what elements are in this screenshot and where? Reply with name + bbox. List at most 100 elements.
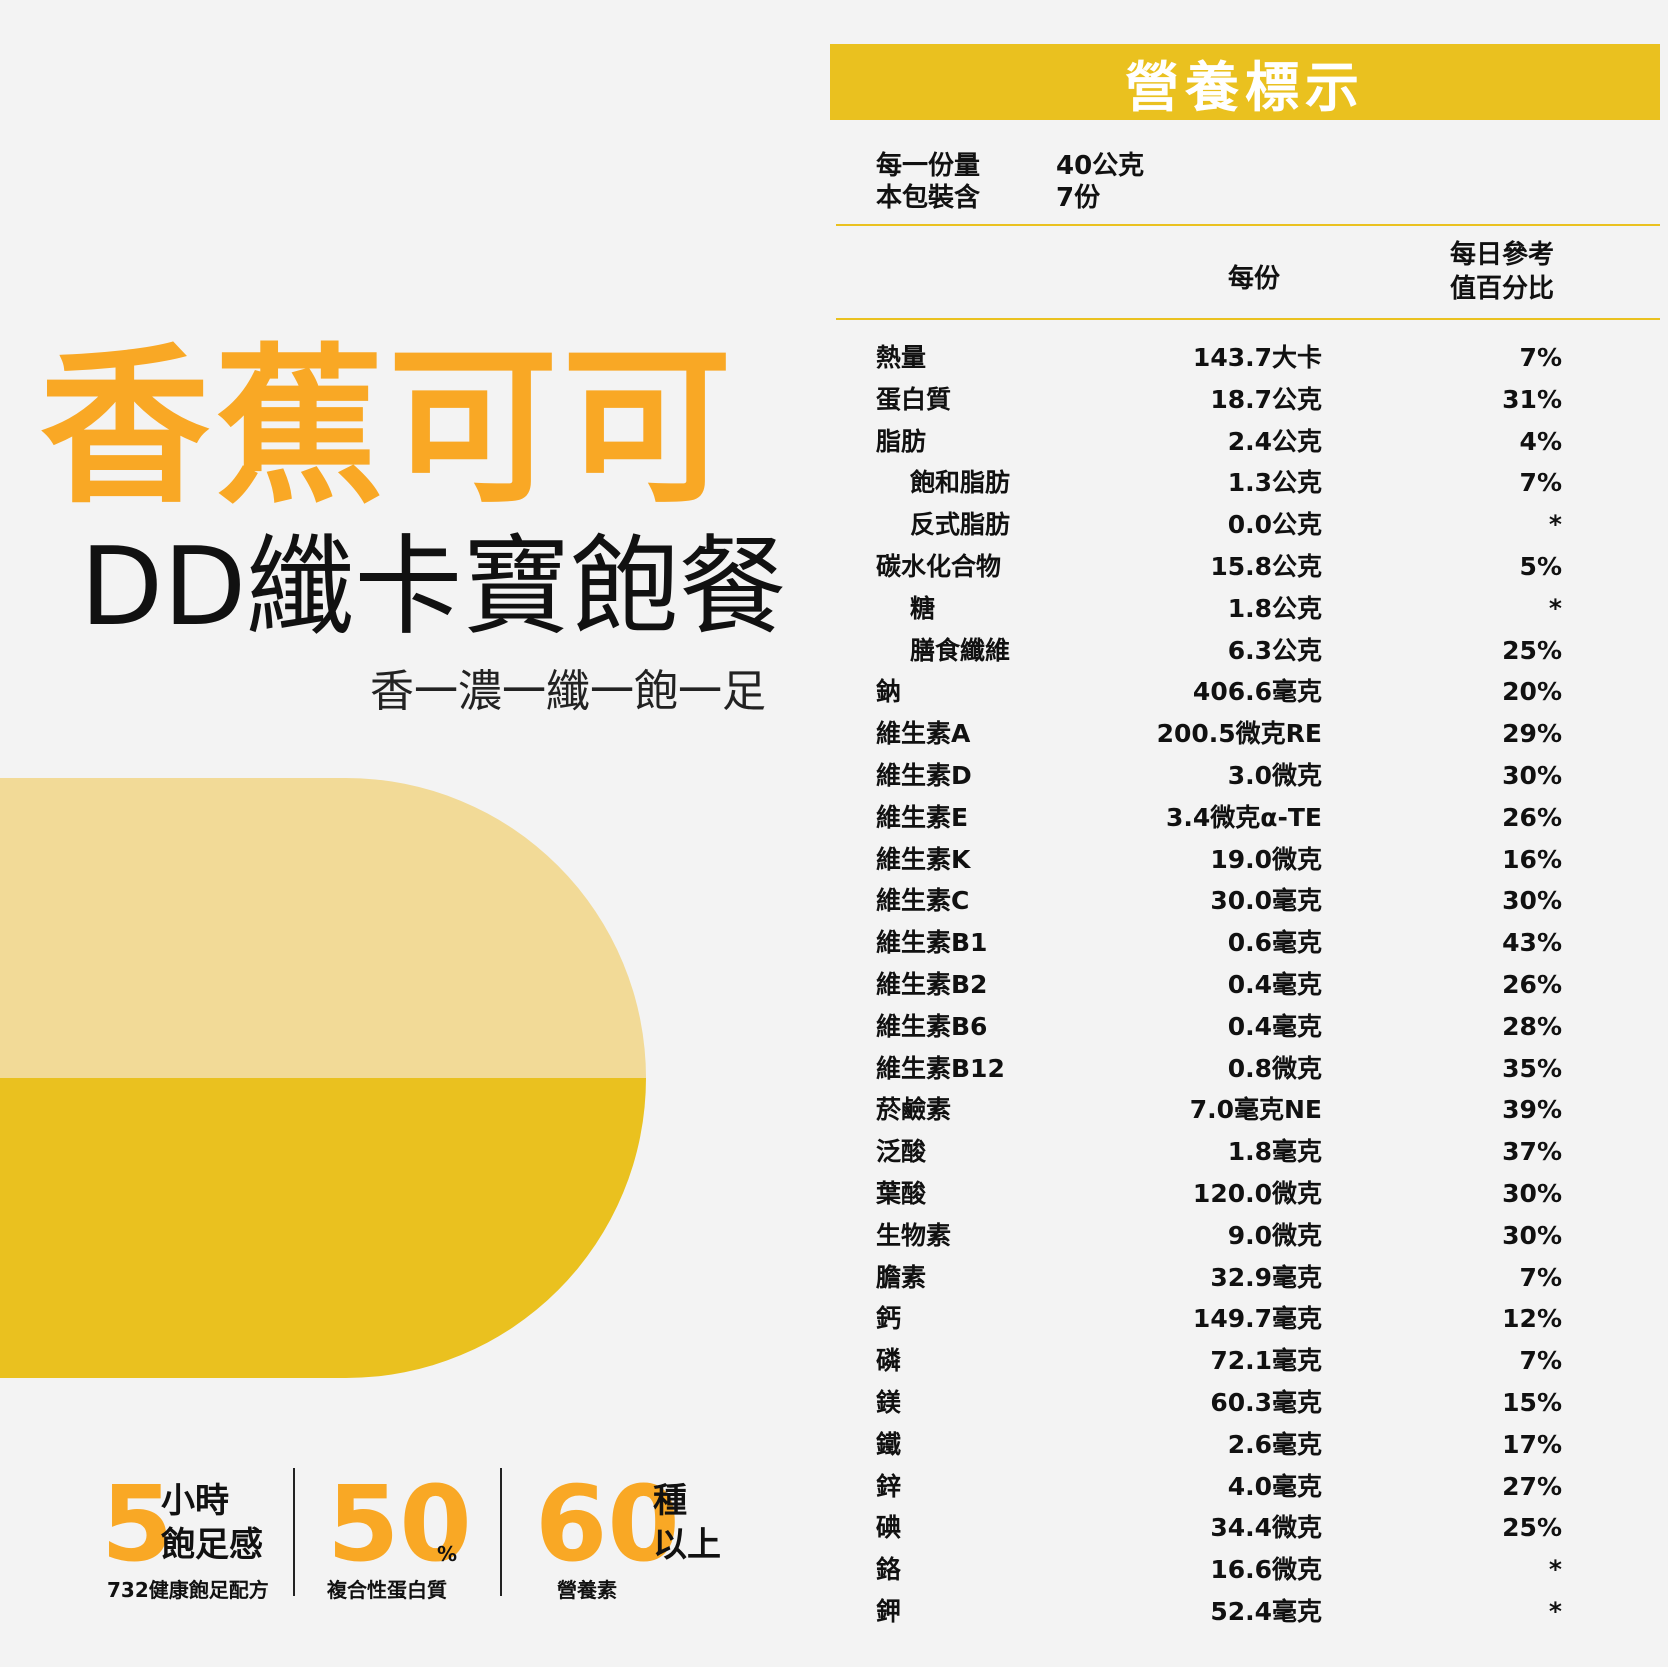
- nutrient-row: 維生素C 30.0毫克 30%: [830, 881, 1660, 921]
- nutrient-name: 膳食纖維: [910, 635, 1011, 665]
- nutrient-daily-value: 43%: [1502, 928, 1562, 958]
- nutrient-daily-value: 7%: [1519, 468, 1562, 498]
- nutrient-value: 19.0微克: [1210, 844, 1322, 874]
- nutrient-value: 6.3公克: [1227, 635, 1322, 665]
- nutrient-value: 7.0毫克NE: [1189, 1095, 1322, 1125]
- column-header-per-serving: 每份: [1228, 264, 1281, 294]
- nutrient-row: 鋅 4.0毫克 27%: [830, 1467, 1660, 1507]
- divider-line: [836, 224, 1660, 226]
- nutrient-daily-value: 26%: [1502, 802, 1562, 832]
- nutrient-daily-value: 15%: [1502, 1388, 1562, 1417]
- nutrient-daily-value: 30%: [1502, 886, 1562, 916]
- nutrient-name: 維生素A: [876, 719, 971, 749]
- nutrient-name: 鈣: [876, 1304, 902, 1334]
- stat-number: 5: [101, 1463, 174, 1585]
- nutrient-value: 3.4微克α-TE: [1166, 802, 1322, 832]
- pack-label: 本包裝含: [876, 183, 981, 213]
- stat-divider: [293, 1468, 295, 1596]
- nutrient-name: 飽和脂肪: [910, 468, 1011, 498]
- nutrient-row: 維生素B1 0.6毫克 43%: [830, 923, 1660, 963]
- nutrient-row: 維生素B12 0.8微克 35%: [830, 1049, 1660, 1089]
- nutrient-name: 鐵: [876, 1429, 902, 1459]
- nutrient-row: 鈉 406.6毫克 20%: [830, 672, 1660, 712]
- nutrient-value: 72.1毫克: [1210, 1346, 1322, 1376]
- nutrient-row: 膳食纖維 6.3公克 25%: [830, 631, 1660, 671]
- nutrient-row: 碘 34.4微克 25%: [830, 1508, 1660, 1548]
- nutrient-row: 反式脂肪 0.0公克 *: [830, 505, 1660, 545]
- pack-value: 7份: [1056, 183, 1101, 213]
- stat-unit-line1: 種: [653, 1481, 687, 1521]
- nutrition-header: 營養標示: [830, 44, 1660, 120]
- nutrient-name: 維生素E: [876, 802, 969, 832]
- nutrient-row: 糖 1.8公克 *: [830, 589, 1660, 629]
- serving-value: 40公克: [1056, 151, 1145, 181]
- nutrient-name: 碳水化合物: [876, 552, 1002, 581]
- nutrient-name: 維生素D: [876, 761, 972, 790]
- nutrient-row: 維生素E 3.4微克α-TE 26%: [830, 798, 1660, 838]
- stat-unit-line1: 小時: [161, 1481, 229, 1521]
- nutrient-row: 熱量 143.7大卡 7%: [830, 338, 1660, 378]
- stat-caption: 營養素: [557, 1578, 617, 1602]
- nutrient-daily-value: 16%: [1502, 844, 1562, 874]
- nutrient-row: 葉酸 120.0微克 30%: [830, 1174, 1660, 1214]
- nutrient-row: 膽素 32.9毫克 7%: [830, 1258, 1660, 1298]
- nutrient-daily-value: 28%: [1502, 1011, 1562, 1041]
- nutrient-name: 菸鹼素: [876, 1095, 952, 1125]
- nutrient-row: 蛋白質 18.7公克 31%: [830, 380, 1660, 420]
- nutrient-value: 16.6微克: [1210, 1555, 1322, 1585]
- nutrient-value: 32.9毫克: [1210, 1262, 1322, 1292]
- nutrition-panel: 營養標示 每一份量 40公克 本包裝含 7份 每份 每日參考 值百分比 熱量 14…: [830, 44, 1660, 1654]
- nutrient-daily-value: *: [1548, 1597, 1562, 1626]
- nutrient-row: 維生素K 19.0微克 16%: [830, 840, 1660, 880]
- nutrient-value: 9.0微克: [1227, 1220, 1322, 1250]
- nutrient-row: 泛酸 1.8毫克 37%: [830, 1132, 1660, 1172]
- nutrient-value: 1.8毫克: [1227, 1137, 1322, 1167]
- nutrient-row: 鈣 149.7毫克 12%: [830, 1299, 1660, 1339]
- nutrient-value: 200.5微克RE: [1156, 719, 1322, 749]
- nutrient-value: 0.4毫克: [1227, 1011, 1322, 1041]
- nutrient-name: 鉻: [876, 1555, 902, 1585]
- nutrient-daily-value: 39%: [1502, 1095, 1562, 1125]
- nutrient-daily-value: 30%: [1502, 761, 1562, 790]
- nutrient-name: 脂肪: [876, 426, 927, 456]
- nutrient-name: 熱量: [876, 343, 927, 372]
- nutrient-daily-value: 12%: [1502, 1304, 1562, 1334]
- nutrient-row: 鐵 2.6毫克 17%: [830, 1425, 1660, 1465]
- nutrient-daily-value: 29%: [1502, 719, 1562, 749]
- nutrient-value: 30.0毫克: [1210, 886, 1322, 916]
- nutrient-daily-value: *: [1548, 510, 1562, 540]
- nutrient-name: 糖: [910, 593, 936, 623]
- nutrient-name: 維生素K: [876, 844, 971, 874]
- nutrient-daily-value: 4%: [1519, 426, 1562, 456]
- nutrient-name: 膽素: [876, 1262, 927, 1292]
- nutrient-name: 維生素B12: [876, 1053, 1005, 1083]
- stat-unit-line2: 飽足感: [161, 1525, 263, 1565]
- stat-number: 60: [535, 1463, 680, 1585]
- nutrient-daily-value: 27%: [1502, 1471, 1562, 1501]
- nutrient-daily-value: 35%: [1502, 1053, 1562, 1083]
- serving-label: 每一份量: [876, 151, 981, 181]
- nutrition-title: 營養標示: [1125, 55, 1365, 119]
- nutrient-daily-value: *: [1548, 1555, 1562, 1585]
- nutrient-name: 維生素B1: [876, 928, 988, 958]
- nutrient-value: 15.8公克: [1210, 552, 1322, 581]
- nutrient-name: 維生素C: [876, 886, 970, 916]
- nutrient-daily-value: 31%: [1502, 384, 1562, 414]
- nutrient-value: 120.0微克: [1192, 1179, 1322, 1208]
- nutrient-name: 鉀: [876, 1597, 902, 1626]
- nutrient-value: 3.0微克: [1227, 761, 1322, 790]
- nutrient-daily-value: 5%: [1519, 552, 1562, 581]
- nutrient-daily-value: 17%: [1502, 1429, 1562, 1459]
- nutrient-value: 149.7毫克: [1192, 1304, 1322, 1334]
- decorative-pill-shape: [0, 778, 646, 1378]
- nutrient-row: 鉀 52.4毫克 *: [830, 1592, 1660, 1632]
- nutrient-daily-value: *: [1548, 593, 1562, 623]
- nutrient-name: 磷: [876, 1346, 902, 1376]
- nutrient-daily-value: 7%: [1519, 1262, 1562, 1292]
- column-header-dv-line2: 值百分比: [1450, 274, 1555, 304]
- nutrient-row: 碳水化合物 15.8公克 5%: [830, 547, 1660, 587]
- nutrient-row: 脂肪 2.4公克 4%: [830, 422, 1660, 462]
- nutrient-value: 0.0公克: [1227, 510, 1322, 540]
- column-header-dv-line1: 每日參考: [1450, 240, 1555, 270]
- nutrient-name: 鎂: [876, 1388, 902, 1417]
